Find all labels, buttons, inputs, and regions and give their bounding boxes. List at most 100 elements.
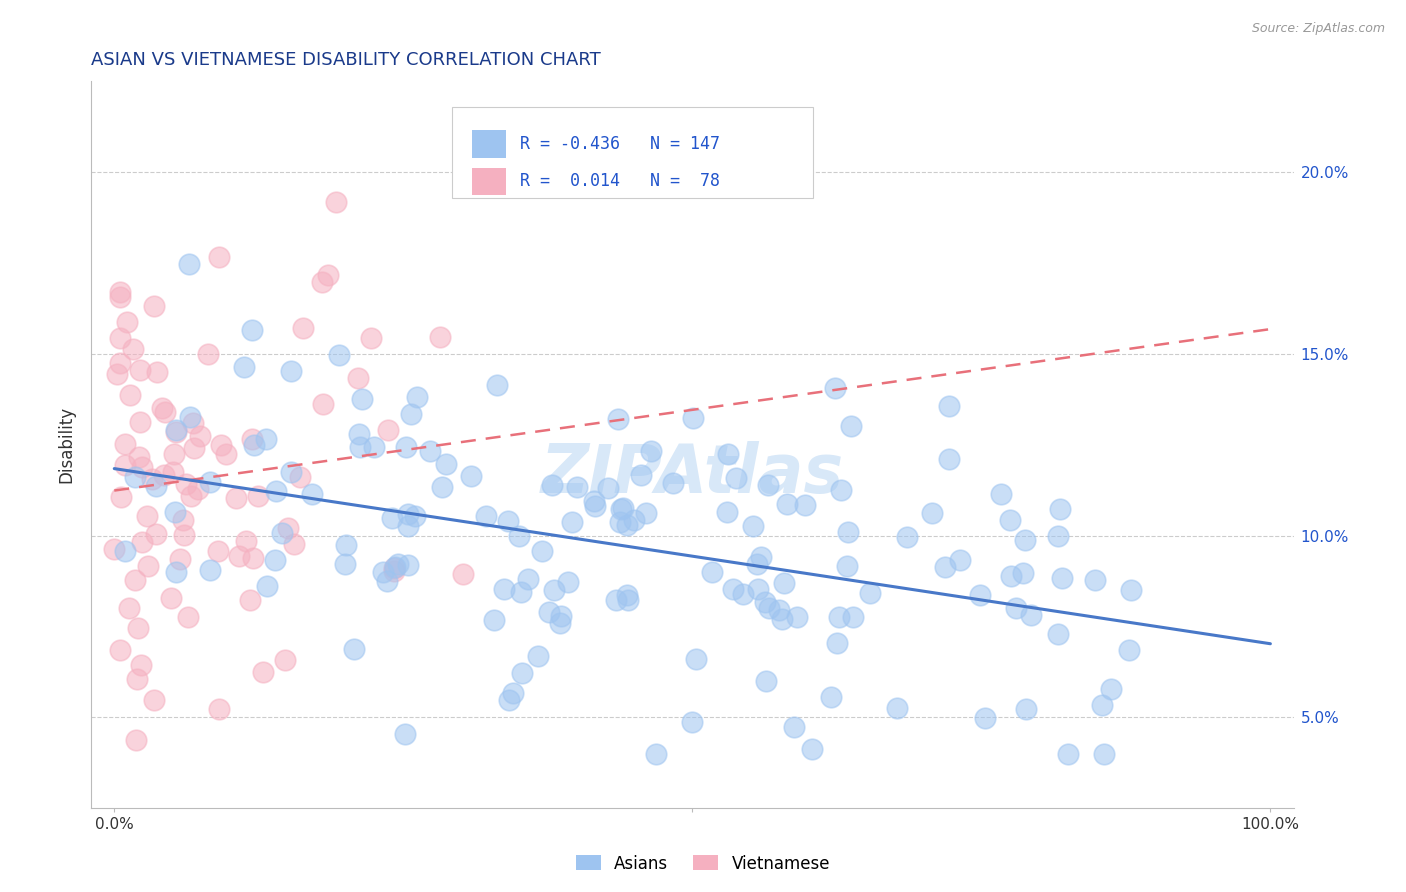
Point	[938, 399, 960, 413]
Point	[143, 692, 166, 706]
Point	[896, 530, 918, 544]
Point	[934, 560, 956, 574]
Point	[291, 321, 314, 335]
Point	[136, 559, 159, 574]
Point	[404, 509, 426, 524]
Point	[169, 551, 191, 566]
Point	[375, 574, 398, 588]
Point	[179, 410, 201, 425]
Text: R = -0.436   N = 147: R = -0.436 N = 147	[520, 135, 720, 153]
Point	[114, 458, 136, 472]
Point	[406, 390, 429, 404]
Point	[1004, 600, 1026, 615]
Point	[187, 482, 209, 496]
Point	[700, 565, 723, 579]
Point	[316, 268, 339, 282]
Legend: Asians, Vietnamese: Asians, Vietnamese	[569, 848, 837, 880]
Point	[343, 641, 366, 656]
Point	[502, 686, 524, 700]
Point	[110, 491, 132, 505]
Point	[828, 610, 851, 624]
Point	[181, 416, 204, 430]
Point	[165, 565, 187, 579]
Point	[371, 565, 394, 579]
Point	[557, 575, 579, 590]
Point	[1046, 626, 1069, 640]
Point	[998, 513, 1021, 527]
Point	[173, 528, 195, 542]
Point	[384, 560, 406, 574]
Point	[188, 428, 211, 442]
Point	[969, 588, 991, 602]
Point	[177, 610, 200, 624]
Point	[605, 592, 627, 607]
Point	[377, 423, 399, 437]
Point	[541, 478, 564, 492]
Point	[127, 672, 149, 686]
Point	[197, 347, 219, 361]
Point	[283, 537, 305, 551]
Point	[1091, 698, 1114, 712]
Point	[1012, 566, 1035, 580]
Point	[127, 621, 149, 635]
Point	[1015, 702, 1038, 716]
Point	[232, 360, 254, 375]
Point	[311, 275, 333, 289]
Point	[616, 517, 638, 532]
Point	[114, 544, 136, 558]
Point	[242, 438, 264, 452]
Point	[607, 411, 630, 425]
Point	[747, 558, 769, 572]
Point	[990, 486, 1012, 500]
Point	[207, 702, 229, 716]
Point	[538, 605, 561, 619]
Point	[768, 603, 790, 617]
Text: ZIPAtlas: ZIPAtlas	[541, 441, 844, 507]
Point	[274, 653, 297, 667]
Point	[145, 527, 167, 541]
Point	[103, 541, 125, 556]
Text: R =  0.014   N =  78: R = 0.014 N = 78	[520, 172, 720, 191]
Point	[742, 518, 765, 533]
Point	[837, 525, 859, 540]
Point	[640, 443, 662, 458]
Point	[839, 418, 862, 433]
Point	[776, 496, 799, 510]
Point	[475, 509, 498, 524]
Point	[225, 491, 247, 506]
Point	[301, 487, 323, 501]
Point	[609, 502, 631, 516]
Point	[239, 592, 262, 607]
Point	[395, 440, 418, 454]
Point	[247, 489, 270, 503]
Point	[429, 330, 451, 344]
Point	[131, 658, 153, 673]
Point	[180, 489, 202, 503]
Point	[583, 499, 606, 513]
Point	[124, 732, 146, 747]
Point	[770, 612, 793, 626]
Point	[1119, 582, 1142, 597]
Point	[118, 601, 141, 615]
Point	[122, 343, 145, 357]
Point	[381, 511, 404, 525]
Point	[623, 513, 645, 527]
Point	[108, 356, 131, 370]
Point	[830, 483, 852, 497]
Point	[159, 591, 181, 605]
Point	[531, 544, 554, 558]
Point	[105, 367, 128, 381]
Point	[498, 514, 520, 528]
Point	[756, 478, 779, 492]
Point	[207, 544, 229, 558]
Point	[150, 401, 173, 415]
Point	[394, 726, 416, 740]
Point	[583, 493, 606, 508]
FancyBboxPatch shape	[472, 130, 506, 158]
Point	[114, 437, 136, 451]
Point	[1000, 568, 1022, 582]
Point	[801, 742, 824, 756]
Point	[360, 331, 382, 345]
Point	[835, 559, 858, 574]
Text: Source: ZipAtlas.com: Source: ZipAtlas.com	[1251, 22, 1385, 36]
